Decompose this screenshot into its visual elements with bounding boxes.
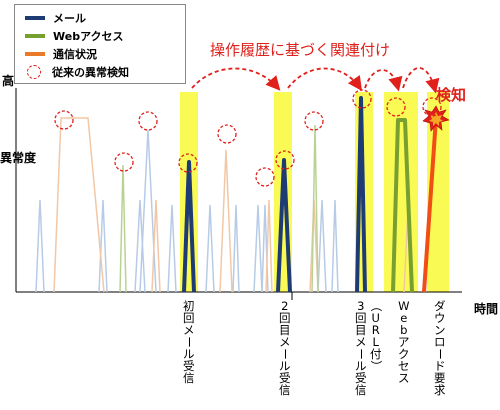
x-axis-label: 時間 [474, 301, 498, 316]
vertical-char: （ [368, 300, 383, 312]
vertical-char: 付 [370, 347, 382, 361]
y-axis-top-label: 高 [2, 74, 15, 88]
correlation-label: 操作履歴に基づく関連付け [210, 41, 390, 59]
vertical-char: ク [398, 347, 410, 361]
event-label-download: ダウンロード要求 [432, 299, 447, 397]
legend-label: 通信状況 [53, 48, 97, 61]
vertical-char: 受 [279, 371, 291, 385]
web-swatch [25, 34, 45, 38]
arrow-mail1-to-mail2 [191, 67, 281, 91]
vertical-char: メ [183, 323, 195, 337]
anomaly-circle [54, 110, 74, 130]
legend-item-web: Webアクセス [25, 28, 124, 44]
event-label-url: （U R L 付） [368, 300, 383, 372]
vertical-char: ー [353, 348, 368, 360]
vertical-char: 3 [357, 299, 365, 313]
vertical-char: ス [398, 371, 410, 385]
vertical-char: 信 [355, 383, 367, 397]
legend-item-anomaly: 従来の異常検知 [25, 64, 129, 80]
vertical-char: 回 [355, 311, 367, 325]
anomaly-circle [275, 150, 295, 170]
anomaly-circle [114, 152, 134, 172]
arrow-web-to-download [402, 67, 440, 94]
vertical-char: 目 [279, 323, 291, 337]
vertical-char: ド [434, 359, 446, 373]
dashed-circle-icon [27, 65, 41, 79]
vertical-char: 受 [183, 359, 195, 373]
vertical-char: ） [368, 360, 383, 372]
vertical-char: b [400, 323, 408, 337]
legend-label: メール [53, 12, 86, 25]
vertical-char: ー [277, 348, 292, 360]
vertical-char: L [372, 335, 379, 349]
vertical-char: メ [355, 335, 367, 349]
vertical-char: ル [355, 359, 367, 373]
vertical-char: 求 [434, 383, 446, 397]
legend: メール Webアクセス 通信状況 従来の異常検知 [14, 4, 186, 84]
detect-burst-core-icon [429, 112, 443, 126]
legend-item-mail: メール [25, 10, 86, 26]
vertical-char: 信 [279, 383, 291, 397]
vertical-char: ー [181, 336, 196, 348]
vertical-char: ロ [434, 335, 446, 349]
faint-traffic-lines [53, 117, 413, 293]
vertical-char: 2 [281, 299, 289, 313]
anomaly-circle [422, 97, 442, 117]
vertical-char: U [371, 311, 380, 325]
vertical-char: 常 [12, 151, 25, 165]
vertical-char: 要 [434, 371, 446, 385]
vertical-char: 回 [279, 311, 291, 325]
vertical-char: 信 [183, 371, 195, 385]
vertical-char: ル [279, 359, 291, 373]
vertical-char: e [400, 311, 408, 325]
web-access-spike [391, 118, 414, 293]
vertical-char: 目 [355, 323, 367, 337]
vertical-char: ン [434, 323, 446, 337]
anomaly-circles [54, 89, 442, 187]
legend-item-traffic: 通信状況 [25, 46, 97, 62]
vertical-char: 異 [0, 151, 13, 165]
mail-swatch [25, 16, 45, 20]
vertical-char: 回 [183, 311, 195, 325]
anomaly-circle [217, 124, 237, 144]
mail-spikes [182, 96, 367, 293]
vertical-char: 度 [24, 151, 37, 165]
vertical-char: ア [398, 335, 410, 349]
vertical-char: セ [398, 359, 410, 373]
vertical-char: メ [279, 335, 291, 349]
detect-label: 検知 [436, 86, 466, 104]
traffic-swatch [25, 52, 45, 56]
anomaly-circle [304, 111, 324, 131]
vertical-char: W [398, 299, 410, 313]
anomaly-circle [138, 111, 158, 131]
vertical-char: ウ [434, 311, 446, 325]
anomaly-circle [255, 167, 275, 187]
download-spike [422, 117, 438, 293]
legend-label: 従来の異常検知 [52, 66, 129, 79]
vertical-char: ダ [434, 299, 446, 313]
faint-mail-spikes [35, 129, 339, 293]
faint-web-lines [119, 124, 319, 293]
vertical-char: 受 [355, 371, 367, 385]
correlation-arrows [191, 67, 440, 94]
vertical-char: R [371, 323, 380, 337]
arrow-mail2-to-mail3 [287, 67, 363, 91]
anomaly-circle [386, 97, 406, 117]
vertical-char: 初 [183, 299, 195, 313]
arrow-mail3-to-web [364, 69, 403, 92]
anomaly-circle [178, 153, 198, 173]
vertical-char: ー [432, 348, 447, 360]
event-label-mail1: 初回メール受信 [181, 299, 196, 385]
legend-label: Webアクセス [53, 30, 124, 43]
vertical-char: ル [183, 347, 195, 361]
y-axis-label: 異常度 [0, 152, 36, 165]
